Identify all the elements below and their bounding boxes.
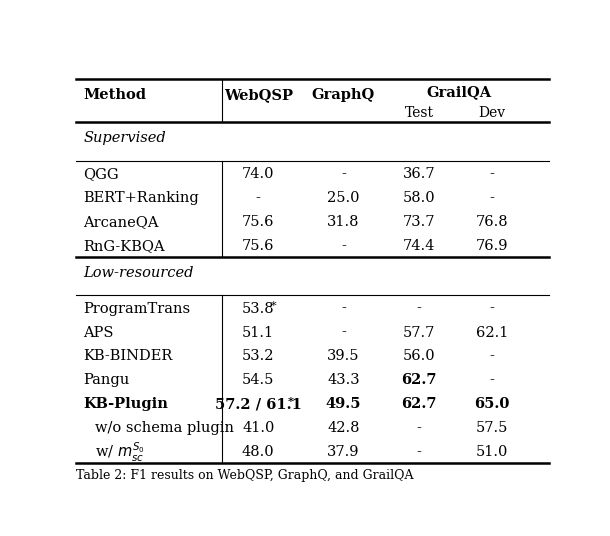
Text: 74.0: 74.0	[242, 167, 274, 181]
Text: 76.8: 76.8	[476, 215, 509, 229]
Text: 62.1: 62.1	[476, 325, 509, 339]
Text: 74.4: 74.4	[403, 239, 435, 253]
Text: ProgramTrans: ProgramTrans	[84, 302, 190, 316]
Text: 41.0: 41.0	[242, 421, 274, 435]
Text: WebQSP: WebQSP	[224, 88, 293, 102]
Text: ArcaneQA: ArcaneQA	[84, 215, 159, 229]
Text: APS: APS	[84, 325, 114, 339]
Text: 65.0: 65.0	[475, 397, 510, 411]
Text: Dev: Dev	[479, 107, 506, 121]
Text: 37.9: 37.9	[327, 445, 360, 459]
Text: 39.5: 39.5	[327, 349, 360, 363]
Text: QGG: QGG	[84, 167, 119, 181]
Text: 58.0: 58.0	[403, 191, 436, 205]
Text: 48.0: 48.0	[242, 445, 274, 459]
Text: 62.7: 62.7	[401, 374, 437, 388]
Text: 76.9: 76.9	[476, 239, 509, 253]
Text: -: -	[341, 239, 346, 253]
Text: -: -	[341, 325, 346, 339]
Text: Test: Test	[404, 107, 434, 121]
Text: KB-Plugin: KB-Plugin	[84, 397, 168, 411]
Text: Low-resourced: Low-resourced	[84, 266, 194, 280]
Text: -: -	[490, 349, 495, 363]
Text: -: -	[256, 191, 260, 205]
Text: -: -	[341, 302, 346, 316]
Text: Method: Method	[84, 88, 146, 102]
Text: 56.0: 56.0	[403, 349, 436, 363]
Text: -: -	[490, 374, 495, 388]
Text: BERT+Ranking: BERT+Ranking	[84, 191, 199, 205]
Text: 57.5: 57.5	[476, 421, 509, 435]
Text: 31.8: 31.8	[327, 215, 360, 229]
Text: *: *	[271, 301, 277, 311]
Text: 53.2: 53.2	[242, 349, 274, 363]
Text: 42.8: 42.8	[327, 421, 360, 435]
Text: 75.6: 75.6	[242, 239, 274, 253]
Text: GrailQA: GrailQA	[426, 85, 492, 99]
Text: -: -	[417, 421, 422, 435]
Text: 51.0: 51.0	[476, 445, 509, 459]
Text: GraphQ: GraphQ	[312, 88, 375, 102]
Text: 36.7: 36.7	[403, 167, 436, 181]
Text: 43.3: 43.3	[327, 374, 360, 388]
Text: 75.6: 75.6	[242, 215, 274, 229]
Text: -: -	[490, 167, 495, 181]
Text: 51.1: 51.1	[242, 325, 274, 339]
Text: w/ $m_{sc}^{S_0}$: w/ $m_{sc}^{S_0}$	[95, 441, 145, 464]
Text: *: *	[287, 397, 293, 407]
Text: -: -	[490, 302, 495, 316]
Text: -: -	[490, 191, 495, 205]
Text: 73.7: 73.7	[403, 215, 436, 229]
Text: 57.2 / 61.1: 57.2 / 61.1	[215, 397, 302, 411]
Text: -: -	[417, 302, 422, 316]
Text: 57.7: 57.7	[403, 325, 435, 339]
Text: KB-BINDER: KB-BINDER	[84, 349, 173, 363]
Text: Table 2: F1 results on WebQSP, GraphQ, and GrailQA: Table 2: F1 results on WebQSP, GraphQ, a…	[76, 469, 414, 482]
Text: RnG-KBQA: RnG-KBQA	[84, 239, 165, 253]
Text: 54.5: 54.5	[242, 374, 274, 388]
Text: -: -	[341, 167, 346, 181]
Text: Supervised: Supervised	[84, 131, 166, 145]
Text: 62.7: 62.7	[401, 397, 437, 411]
Text: 49.5: 49.5	[326, 397, 361, 411]
Text: w/o schema plugin: w/o schema plugin	[95, 421, 234, 435]
Text: -: -	[417, 445, 422, 459]
Text: Pangu: Pangu	[84, 374, 129, 388]
Text: 25.0: 25.0	[327, 191, 360, 205]
Text: 53.8: 53.8	[242, 302, 274, 316]
